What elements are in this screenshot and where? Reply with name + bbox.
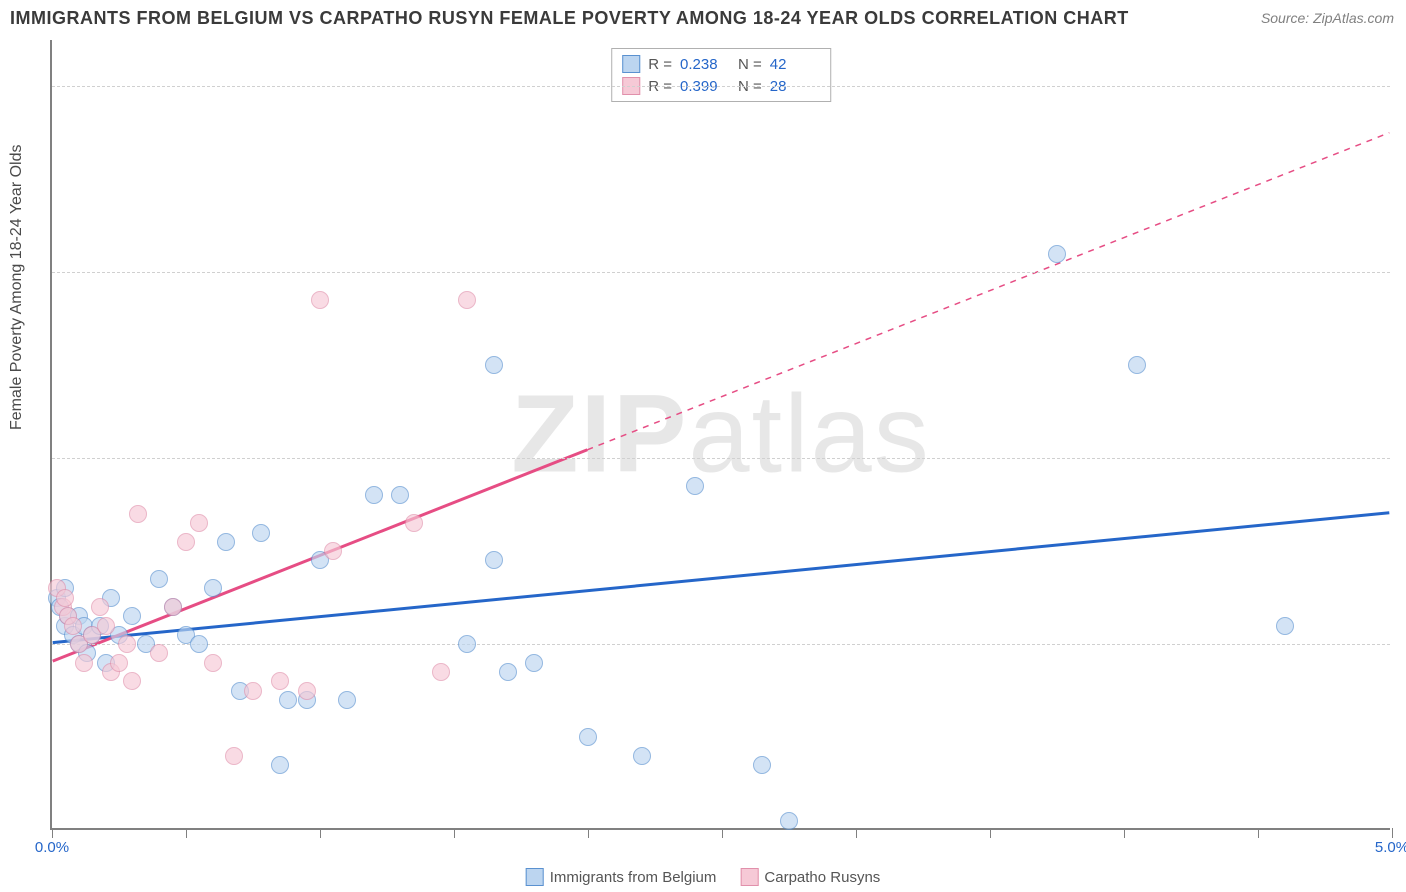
watermark-bold: ZIP (511, 373, 688, 496)
data-point (56, 589, 74, 607)
data-point (1128, 356, 1146, 374)
gridline-h (52, 272, 1390, 273)
data-point (118, 635, 136, 653)
legend-series-item: Carpatho Rusyns (740, 868, 880, 886)
watermark-light: atlas (688, 373, 930, 496)
legend-series: Immigrants from Belgium Carpatho Rusyns (526, 868, 881, 886)
data-point (298, 682, 316, 700)
data-point (271, 672, 289, 690)
x-tick (1124, 828, 1125, 838)
data-point (633, 747, 651, 765)
data-point (391, 486, 409, 504)
data-point (97, 617, 115, 635)
data-point (780, 812, 798, 830)
data-point (123, 607, 141, 625)
legend-swatch (622, 55, 640, 73)
data-point (579, 728, 597, 746)
data-point (110, 654, 128, 672)
x-tick-label: 5.0% (1375, 839, 1406, 856)
data-point (150, 644, 168, 662)
legend-n-label: N = (738, 56, 762, 73)
data-point (225, 747, 243, 765)
x-tick (320, 828, 321, 838)
legend-series-item: Immigrants from Belgium (526, 868, 717, 886)
data-point (1276, 617, 1294, 635)
watermark: ZIPatlas (511, 371, 930, 498)
data-point (311, 291, 329, 309)
gridline-h (52, 644, 1390, 645)
legend-stats: R =0.238N =42R =0.399N =28 (611, 48, 831, 102)
x-tick (186, 828, 187, 838)
x-tick (722, 828, 723, 838)
data-point (279, 691, 297, 709)
data-point (164, 598, 182, 616)
legend-swatch (740, 868, 758, 886)
data-point (686, 477, 704, 495)
legend-stats-row: R = 0.238 N = 42 (622, 53, 820, 75)
x-tick (52, 828, 53, 838)
data-point (190, 514, 208, 532)
x-tick-label: 0.0% (35, 839, 69, 856)
data-point (252, 524, 270, 542)
gridline-h (52, 458, 1390, 459)
data-point (177, 533, 195, 551)
trend-lines-svg (52, 40, 1390, 828)
x-tick (588, 828, 589, 838)
data-point (324, 542, 342, 560)
data-point (75, 654, 93, 672)
data-point (485, 551, 503, 569)
data-point (204, 654, 222, 672)
legend-series-label: Immigrants from Belgium (550, 869, 717, 886)
data-point (1048, 245, 1066, 263)
x-tick (990, 828, 991, 838)
data-point (123, 672, 141, 690)
data-point (271, 756, 289, 774)
x-tick (1392, 828, 1393, 838)
data-point (204, 579, 222, 597)
chart-title: IMMIGRANTS FROM BELGIUM VS CARPATHO RUSY… (10, 8, 1129, 29)
data-point (458, 291, 476, 309)
data-point (338, 691, 356, 709)
data-point (129, 505, 147, 523)
legend-series-label: Carpatho Rusyns (764, 869, 880, 886)
data-point (190, 635, 208, 653)
data-point (525, 654, 543, 672)
data-point (432, 663, 450, 681)
gridline-h (52, 86, 1390, 87)
legend-r-label: R = (648, 56, 672, 73)
x-tick (454, 828, 455, 838)
data-point (405, 514, 423, 532)
data-point (458, 635, 476, 653)
data-point (365, 486, 383, 504)
legend-r-value: 0.238 (680, 56, 730, 73)
data-point (485, 356, 503, 374)
legend-swatch (526, 868, 544, 886)
y-axis-label: Female Poverty Among 18-24 Year Olds (8, 145, 26, 431)
plot-area: ZIPatlas R =0.238N =42R =0.399N =28 20.0… (50, 40, 1390, 830)
data-point (244, 682, 262, 700)
data-point (91, 598, 109, 616)
x-tick (1258, 828, 1259, 838)
legend-n-value: 42 (770, 56, 820, 73)
x-tick (856, 828, 857, 838)
data-point (753, 756, 771, 774)
trend-line-dashed (587, 133, 1389, 450)
data-point (150, 570, 168, 588)
data-point (499, 663, 517, 681)
data-point (217, 533, 235, 551)
data-point (64, 617, 82, 635)
source-attribution: Source: ZipAtlas.com (1261, 10, 1394, 26)
